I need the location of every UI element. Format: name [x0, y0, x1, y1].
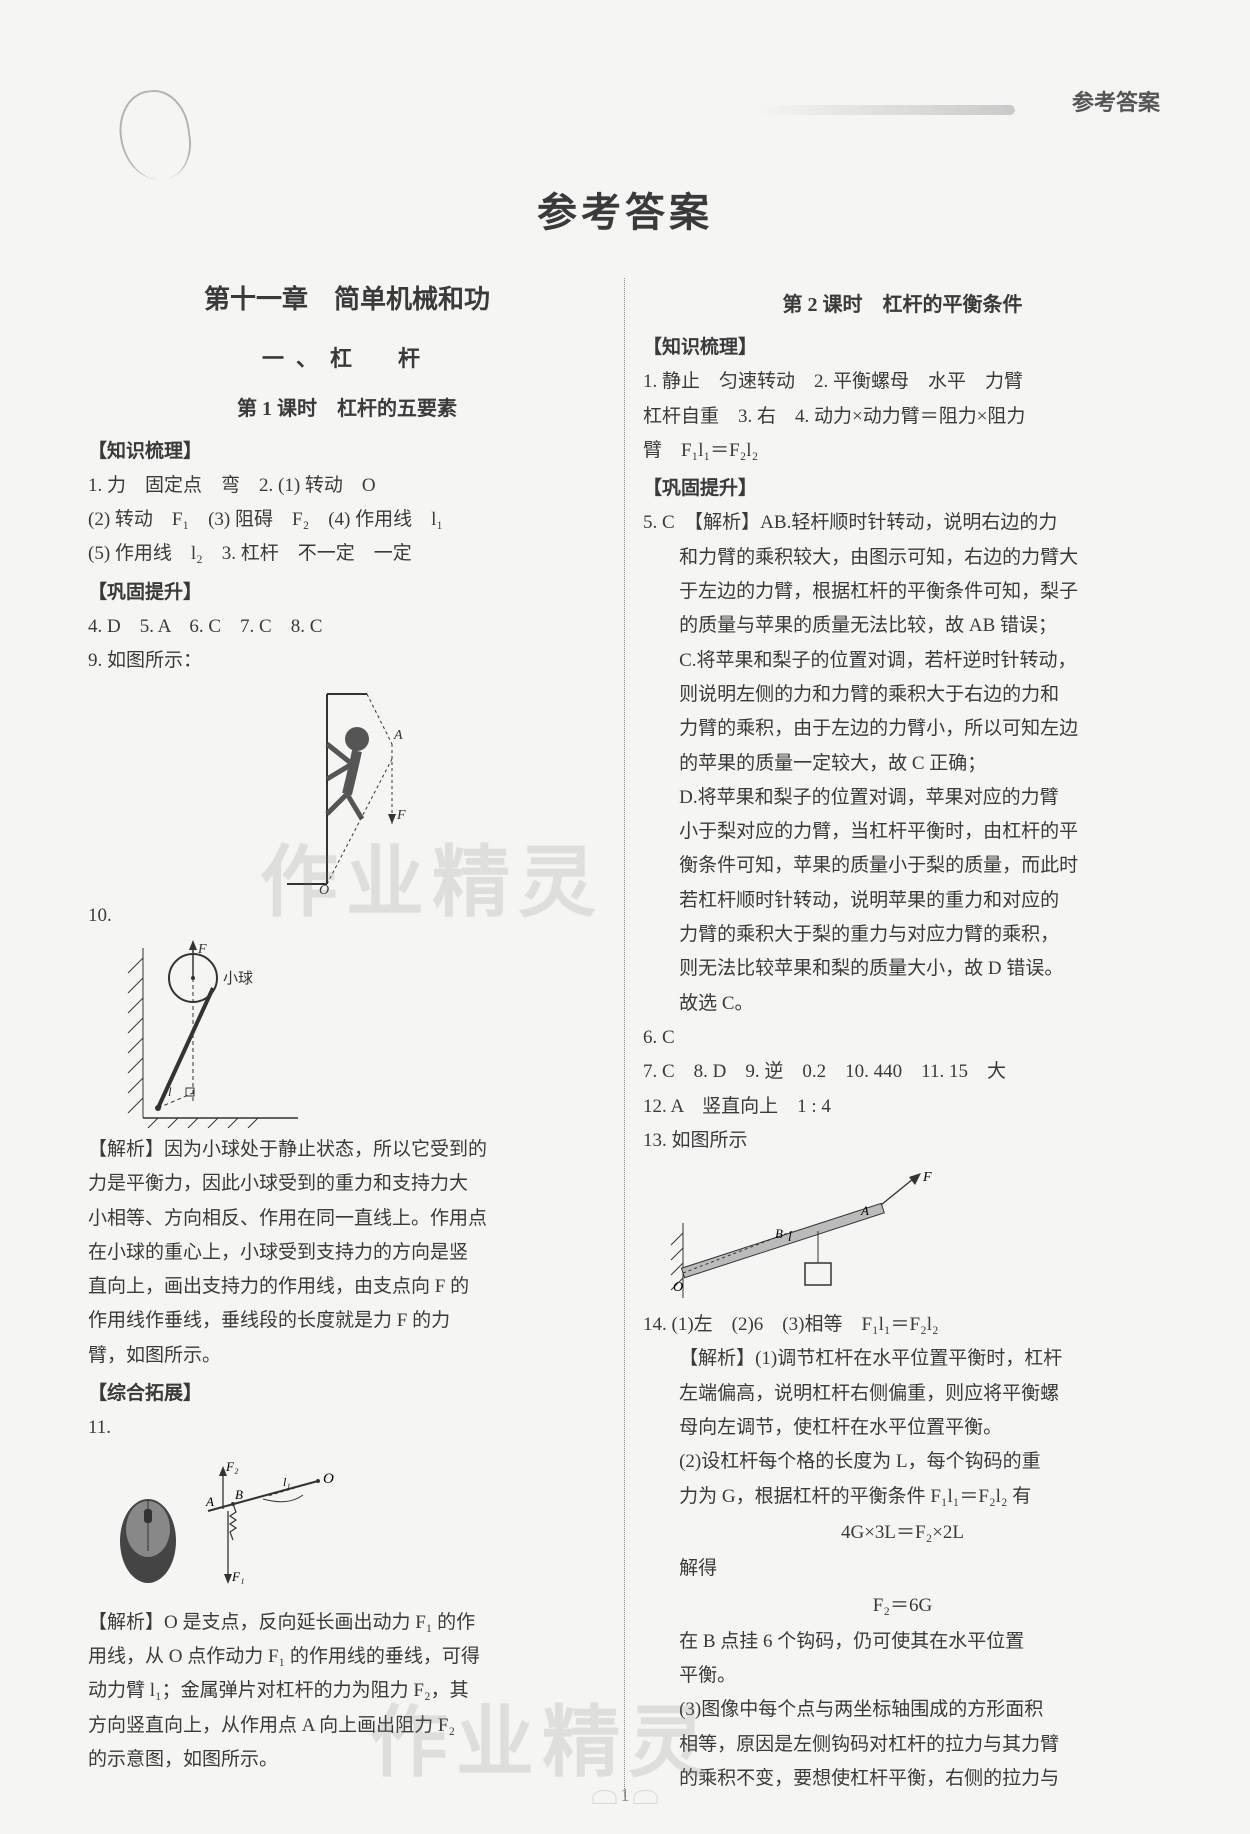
q14-head: 14. (1)左 (2)6 (3)相等 F₁l₁＝F₂l₂: [643, 1309, 1162, 1341]
explanation-line: 小相等、方向相反、作用在同一直线上。作用点: [88, 1203, 606, 1235]
explanation-line: 【解析】O 是支点，反向延长画出动力 F₁ 的作: [88, 1607, 606, 1639]
figure-9-diagram: A F O: [227, 684, 467, 894]
explanation-line: 的示意图，如图所示。: [88, 1744, 606, 1776]
svg-text:l: l: [168, 1084, 172, 1099]
text-line: 则无法比较苹果和梨的质量大小，故 D 错误。: [643, 953, 1162, 985]
extension-label: 【综合拓展】: [88, 1378, 606, 1410]
page-title: 参考答案: [70, 180, 1180, 238]
text-line: 的乘积不变，要想使杠杆平衡，右侧的拉力与: [643, 1763, 1162, 1795]
explanation-line: 在小球的重心上，小球受到支持力的方向是竖: [88, 1237, 606, 1269]
explanation-line: 力是平衡力，因此小球受到的重力和支持力大: [88, 1168, 606, 1200]
explanation-line: 臂，如图所示。: [88, 1340, 606, 1372]
knowledge-label: 【知识梳理】: [88, 436, 606, 468]
text-line: (3)图像中每个点与两坐标轴围成的方形面积: [643, 1694, 1162, 1726]
svg-text:F: F: [922, 1170, 932, 1185]
text-line: 于左边的力臂，根据杠杆的平衡条件可知，梨子: [643, 576, 1162, 608]
header-decoration: [755, 105, 1015, 115]
figure-10-diagram: 小球 F l: [118, 938, 338, 1128]
text-line: (2)设杠杆每个格的长度为 L，每个钩码的重: [643, 1446, 1162, 1478]
svg-text:O: O: [673, 1280, 683, 1295]
knowledge-label: 【知识梳理】: [643, 332, 1162, 364]
svg-text:F₂: F₂: [225, 1459, 239, 1474]
handdrawn-mark: [114, 86, 196, 185]
text-line: 若杠杆顺时针转动，说明苹果的重力和对应的: [643, 885, 1162, 917]
consolidate-label: 【巩固提升】: [88, 577, 606, 609]
equation: F₂＝6G: [643, 1590, 1162, 1622]
text-line: 1. 力 固定点 弯 2. (1) 转动 O: [88, 470, 606, 502]
svg-text:B: B: [235, 1487, 243, 1502]
text-line: 的质量与苹果的质量无法比较，故 AB 错误；: [643, 610, 1162, 642]
text-line: 平衡。: [643, 1660, 1162, 1692]
text-line: 7. C 8. D 9. 逆 0.2 10. 440 11. 15 大: [643, 1056, 1162, 1088]
text-line: 4. D 5. A 6. C 7. C 8. C: [88, 611, 606, 643]
text-line: 1. 静止 匀速转动 2. 平衡螺母 水平 力臂: [643, 366, 1162, 398]
svg-text:B: B: [775, 1226, 783, 1241]
lesson-2-title: 第 2 课时 杠杆的平衡条件: [643, 288, 1162, 322]
svg-text:O: O: [323, 1471, 334, 1487]
text-line: 故选 C。: [643, 988, 1162, 1020]
q10-label: 10.: [88, 900, 606, 932]
q5-head: 5. C 【解析】AB.轻杆顺时针转动，说明右边的力: [643, 507, 1162, 539]
text-line: 6. C: [643, 1022, 1162, 1054]
explanation-line: 用线，从 O 点作动力 F₁ 的作用线的垂线，可得: [88, 1641, 606, 1673]
text-line: 和力臂的乘积较大，由图示可知，右边的力臂大: [643, 542, 1162, 574]
text-line: (5) 作用线 l₂ 3. 杠杆 不一定 一定: [88, 538, 606, 570]
figure-13-diagram: O B l A F: [663, 1163, 963, 1303]
svg-text:F: F: [197, 942, 207, 957]
two-column-layout: 第十一章 简单机械和功 一、杠 杆 第 1 课时 杠杆的五要素 【知识梳理】 1…: [70, 278, 1180, 1797]
text-line: 相等，原因是左侧钩码对杠杆的拉力与其力臂: [643, 1729, 1162, 1761]
figure-11-diagram: O A B F₂ F₁ l₁: [108, 1451, 368, 1601]
explanation-line: 直向上，画出支持力的作用线，由支点向 F 的: [88, 1271, 606, 1303]
svg-text:A: A: [393, 728, 403, 743]
text-line: 衡条件可知，苹果的质量小于梨的质量，而此时: [643, 850, 1162, 882]
q11-label: 11.: [88, 1412, 606, 1444]
right-column: 第 2 课时 杠杆的平衡条件 【知识梳理】 1. 静止 匀速转动 2. 平衡螺母…: [625, 278, 1180, 1797]
explanation-line: 方向竖直向上，从作用点 A 向上画出阻力 F₂: [88, 1710, 606, 1742]
explanation-line: 动力臂 l₁；金属弹片对杠杆的力为阻力 F₂，其: [88, 1675, 606, 1707]
text-line: 力为 G，根据杠杆的平衡条件 F₁l₁＝F₂l₂ 有: [643, 1481, 1162, 1513]
ball-label: 小球: [223, 970, 253, 987]
header-label: 参考答案: [1072, 85, 1160, 117]
svg-text:l₁: l₁: [283, 1475, 291, 1489]
text-line: 【解析】(1)调节杠杆在水平位置平衡时，杠杆: [643, 1343, 1162, 1375]
text-line: 在 B 点挂 6 个钩码，仍可使其在水平位置: [643, 1626, 1162, 1658]
text-line: 的苹果的质量一定较大，故 C 正确；: [643, 748, 1162, 780]
svg-text:F₁: F₁: [231, 1569, 244, 1584]
svg-text:A: A: [205, 1494, 214, 1509]
text-line: C.将苹果和梨子的位置对调，若杆逆时针转动，: [643, 645, 1162, 677]
text-line: 12. A 竖直向上 1 : 4: [643, 1091, 1162, 1123]
text-line: 9. 如图所示：: [88, 645, 606, 677]
left-column: 第十一章 简单机械和功 一、杠 杆 第 1 课时 杠杆的五要素 【知识梳理】 1…: [70, 278, 625, 1797]
svg-text:O: O: [319, 883, 329, 894]
text-line: 小于梨对应的力臂，当杠杆平衡时，由杠杆的平: [643, 816, 1162, 848]
text-line: 力臂的乘积大于梨的重力与对应力臂的乘积，: [643, 919, 1162, 951]
text-line: (2) 转动 F₁ (3) 阻碍 F₂ (4) 作用线 l₁: [88, 504, 606, 536]
equation: 4G×3L＝F₂×2L: [643, 1517, 1162, 1549]
text-line: 臂 F₁l₁＝F₂l₂: [643, 435, 1162, 467]
text-line: 13. 如图所示: [643, 1125, 1162, 1157]
text-line: 母向左调节，使杠杆在水平位置平衡。: [643, 1412, 1162, 1444]
svg-text:A: A: [860, 1203, 869, 1218]
consolidate-label: 【巩固提升】: [643, 473, 1162, 505]
text-line: 左端偏高，说明杠杆右侧偏重，则应将平衡螺: [643, 1378, 1162, 1410]
explanation-line: 作用线作垂线，垂线段的长度就是力 F 的力: [88, 1305, 606, 1337]
text-line: 力臂的乘积，由于左边的力臂小，所以可知左边: [643, 713, 1162, 745]
text-line: D.将苹果和梨子的位置对调，苹果对应的力臂: [643, 782, 1162, 814]
explanation-line: 【解析】因为小球处于静止状态，所以它受到的: [88, 1134, 606, 1166]
text-line: 解得: [643, 1553, 1162, 1585]
lesson-1-title: 第 1 课时 杠杆的五要素: [88, 392, 606, 426]
svg-text:F: F: [396, 808, 406, 823]
text-line: 则说明左侧的力和力臂的乘积大于右边的力和: [643, 679, 1162, 711]
section-title: 一、杠 杆: [88, 340, 606, 377]
page-number: 1: [589, 1785, 662, 1806]
text-line: 杠杆自重 3. 右 4. 动力×动力臂＝阻力×阻力: [643, 401, 1162, 433]
chapter-title: 第十一章 简单机械和功: [88, 278, 606, 322]
